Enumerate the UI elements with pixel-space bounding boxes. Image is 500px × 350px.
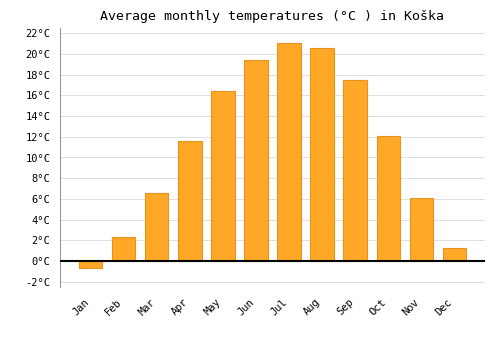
- Bar: [112, 237, 136, 261]
- Bar: [410, 198, 432, 261]
- Bar: [376, 136, 400, 261]
- Bar: [344, 80, 366, 261]
- Title: Average monthly temperatures (°C ) in Koška: Average monthly temperatures (°C ) in Ko…: [100, 10, 444, 23]
- Bar: [278, 42, 300, 261]
- Bar: [212, 91, 234, 261]
- Bar: [310, 48, 334, 261]
- Bar: [80, 261, 102, 268]
- Bar: [442, 248, 466, 261]
- Bar: [178, 141, 202, 261]
- Bar: [244, 60, 268, 261]
- Bar: [146, 193, 169, 261]
